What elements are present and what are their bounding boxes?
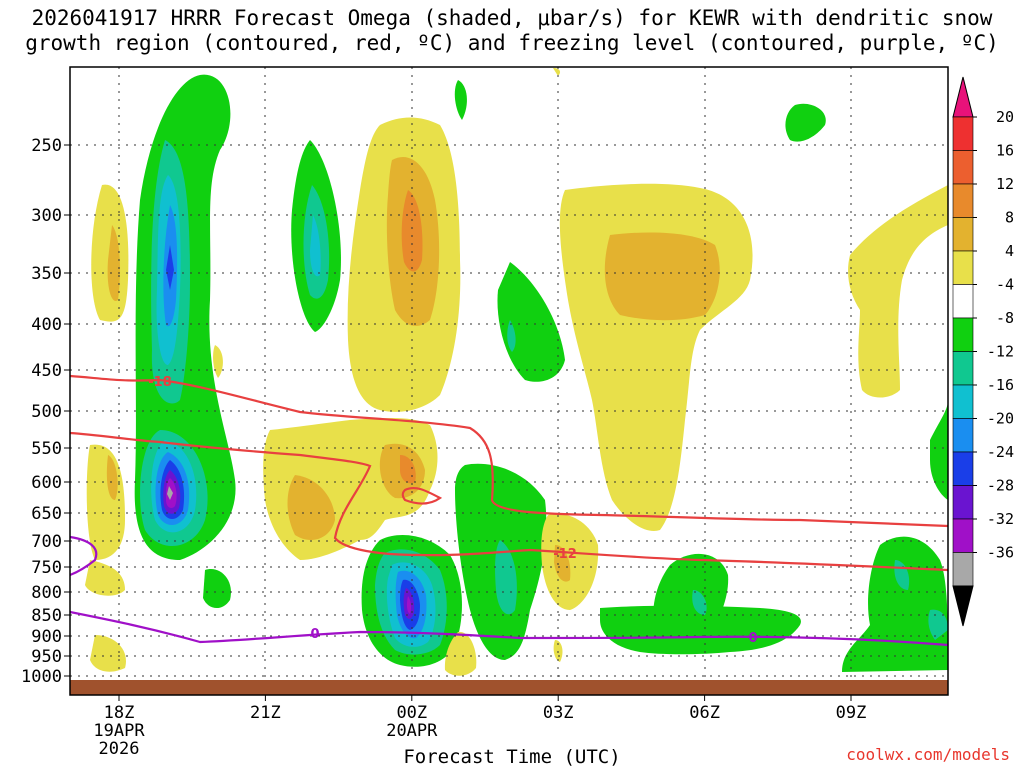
contour-dendritic-lower <box>70 431 948 572</box>
colorbar-swatch <box>952 150 974 185</box>
colorbar-label: -24 <box>987 443 1014 461</box>
y-tick-label: 450 <box>31 361 62 381</box>
colorbar-label: 4 <box>1005 242 1014 260</box>
colorbar-swatch <box>952 317 974 352</box>
y-tick-label: 800 <box>31 583 62 603</box>
colorbar-label: 8 <box>1005 209 1014 227</box>
y-tick-label: 750 <box>31 558 62 578</box>
y-tick-label: 650 <box>31 504 62 524</box>
contours <box>70 374 948 647</box>
y-tick-label: 250 <box>31 136 62 156</box>
y-tick-label: 850 <box>31 606 62 626</box>
y-tick-label: 300 <box>31 206 62 226</box>
contour-label-minus18: -18 <box>148 375 172 390</box>
colorbar-label: -32 <box>987 510 1014 528</box>
contour-label-zero-b: 0 <box>748 631 757 646</box>
y-tick-label: 1000 <box>21 667 62 687</box>
colorbar-swatch <box>952 250 974 285</box>
y-tick-label: 950 <box>31 647 62 667</box>
colorbar-top-arrow <box>952 76 974 118</box>
x-tick-label: 18Z <box>104 703 135 723</box>
y-tick-label: 550 <box>31 439 62 459</box>
colorbar-label: -12 <box>987 343 1014 361</box>
contour-dendritic-upper <box>70 374 948 528</box>
x-tick-label: 06Z <box>689 703 720 723</box>
y-tick-label: 900 <box>31 627 62 647</box>
y-tick-label: 600 <box>31 473 62 493</box>
colorbar-swatch <box>952 183 974 218</box>
x-tick-label: 20APR <box>386 721 438 741</box>
y-tick-label: 700 <box>31 532 62 552</box>
x-tick-label: 2026 <box>99 739 140 759</box>
colorbar-swatch <box>952 351 974 386</box>
contour-freezing-left <box>70 535 98 577</box>
x-tick-label: 19APR <box>93 721 145 741</box>
colorbar-label: -36 <box>987 544 1014 562</box>
colorbar-swatch <box>952 518 974 553</box>
x-tick-label: 21Z <box>250 703 281 723</box>
chart-title-line2: growth region (contoured, red, ºC) and f… <box>25 31 999 55</box>
colorbar-label: -28 <box>987 477 1014 495</box>
credit-link[interactable]: coolwx.com/models <box>846 745 1010 764</box>
contour-label-minus12: -12 <box>553 547 577 562</box>
y-axis: 2503003504004505005506006507007508008509… <box>21 136 70 687</box>
y-tick-label: 400 <box>31 315 62 335</box>
colorbar-label: -20 <box>987 410 1014 428</box>
contour-label-zero-a: 0 <box>310 627 319 642</box>
colorbar-swatch <box>952 217 974 252</box>
colorbar-bottom-arrow <box>952 585 974 627</box>
colorbar-swatch <box>952 284 974 319</box>
colorbar-swatch <box>952 116 974 151</box>
contour-freezing-level <box>70 610 948 647</box>
colorbar-label: 20 <box>996 108 1014 126</box>
colorbar-label: -4 <box>996 276 1014 294</box>
colorbar-swatch <box>952 485 974 520</box>
x-tick-label: 03Z <box>543 703 574 723</box>
colorbar-label: 16 <box>996 142 1014 160</box>
colorbar-label: -16 <box>987 376 1014 394</box>
colorbar-swatch <box>952 552 974 587</box>
omega-shading <box>85 68 948 676</box>
x-axis-title: Forecast Time (UTC) <box>403 746 621 768</box>
grid <box>70 67 948 695</box>
plot-frame <box>69 66 949 696</box>
colorbar-label: 12 <box>996 175 1014 193</box>
y-tick-label: 350 <box>31 264 62 284</box>
colorbar-swatch <box>952 418 974 453</box>
colorbar-swatch <box>952 384 974 419</box>
colorbar-label: -8 <box>996 309 1014 327</box>
ground-surface <box>70 680 948 695</box>
x-tick-label: 09Z <box>836 703 867 723</box>
chart-title-line1: 2026041917 HRRR Forecast Omega (shaded, … <box>31 6 993 30</box>
contour-dendritic-loop <box>401 486 443 505</box>
y-tick-label: 500 <box>31 402 62 422</box>
colorbar-swatch <box>952 451 974 486</box>
x-tick-label: 00Z <box>396 703 427 723</box>
contour-labels: -18 -12 0 0 <box>148 375 757 646</box>
colorbar: 20 16 12 8 4 -4 -8 -12 -16 -20 -24 -28 -32 -36 <box>952 76 1014 627</box>
